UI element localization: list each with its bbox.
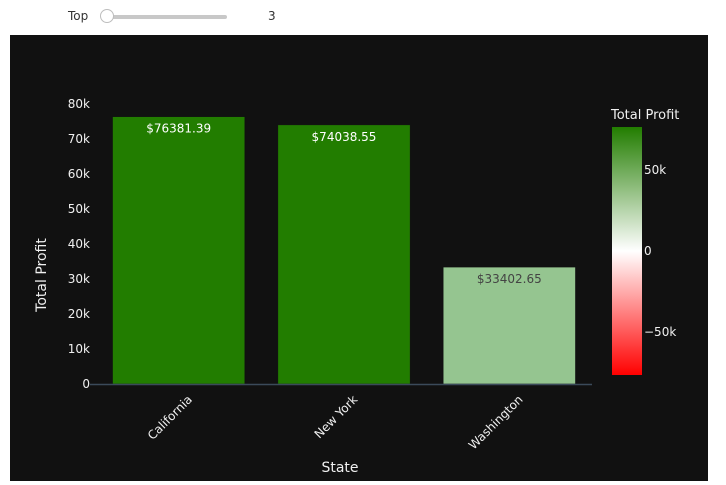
bar-data-label: $74038.55 — [312, 130, 377, 144]
y-tick-label: 40k — [68, 237, 90, 251]
y-tick-label: 20k — [68, 307, 90, 321]
slider-label: Top — [68, 9, 89, 23]
colorbar-tick-label: −50k — [644, 325, 676, 339]
bar-data-label: $33402.65 — [477, 272, 542, 286]
y-tick-label: 60k — [68, 167, 90, 181]
colorbar: Total Profit 50k 0 −50k — [610, 108, 679, 375]
y-tick-label: 10k — [68, 342, 90, 356]
y-tick-label: 70k — [68, 132, 90, 146]
x-axis-title: State — [321, 460, 358, 476]
top-n-slider-thumb[interactable] — [100, 9, 114, 23]
bar[interactable] — [112, 116, 246, 385]
top-n-slider-track[interactable] — [105, 15, 227, 19]
controls-bar: Top 3 — [0, 0, 726, 34]
colorbar-tick-label: 0 — [644, 244, 652, 258]
y-tick-label: 50k — [68, 202, 90, 216]
chart-area: 0 10k 20k 30k 40k 50k 60k 70k 80k $76381.39 $7403… — [10, 35, 708, 481]
y-axis: 0 10k 20k 30k 40k 50k 60k 70k 80k — [68, 97, 90, 391]
bars: $76381.39 $74038.55 $33402.65 — [112, 116, 576, 385]
y-axis-title: Total Profit — [34, 238, 50, 313]
y-tick-label: 80k — [68, 97, 90, 111]
bar-chart: 0 10k 20k 30k 40k 50k 60k 70k 80k $76381.39 $7403… — [34, 97, 679, 476]
x-axis: California New York Washington — [90, 383, 592, 452]
x-tick-label: California — [145, 392, 195, 442]
bar-data-label: $76381.39 — [146, 122, 211, 136]
y-tick-label: 0 — [82, 377, 90, 391]
slider-value: 3 — [268, 9, 276, 23]
colorbar-title: Total Profit — [610, 108, 679, 123]
bar[interactable] — [277, 124, 411, 385]
bar[interactable] — [442, 266, 576, 385]
y-tick-label: 30k — [68, 272, 90, 286]
x-tick-label: New York — [312, 392, 361, 441]
colorbar-tick-label: 50k — [644, 163, 666, 177]
colorbar-gradient — [612, 127, 642, 375]
x-tick-label: Washington — [466, 392, 526, 452]
